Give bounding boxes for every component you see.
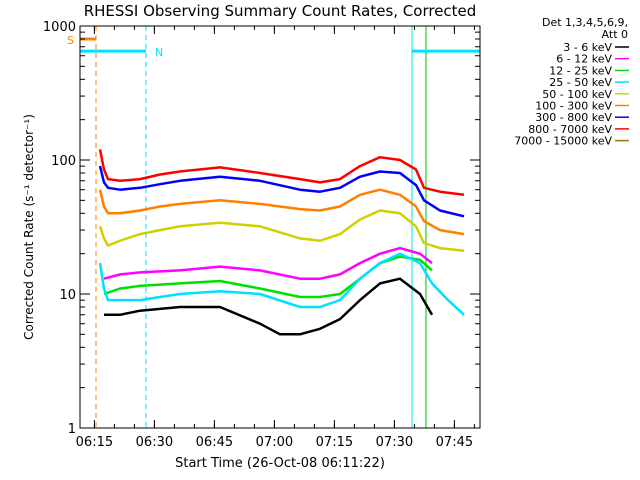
legend-entry-label: 300 - 800 keV: [535, 111, 612, 124]
legend-entry-label: 100 - 300 keV: [535, 100, 612, 113]
y-tick-label: 100: [51, 154, 76, 169]
legend-entry-label: 25 - 50 keV: [549, 76, 612, 89]
series-line: [98, 188, 465, 236]
legend-entry-label: 7000 - 15000 keV: [514, 135, 612, 148]
legend-entry-label: 3 - 6 keV: [563, 41, 612, 54]
plot-area: SN: [67, 26, 481, 428]
legend-entry-label: 12 - 25 keV: [549, 64, 612, 77]
y-tick-label: 1000: [43, 20, 76, 35]
legend-entry-label: 800 - 7000 keV: [528, 123, 612, 136]
series-line: [103, 246, 433, 280]
x-tick-label: 07:45: [436, 435, 473, 450]
x-tick-label: 06:45: [196, 435, 233, 450]
x-tick-label: 07:00: [256, 435, 293, 450]
series-line: [98, 209, 465, 253]
series-line: [103, 255, 433, 299]
series-line: [98, 252, 465, 316]
marker-label: S: [67, 34, 74, 47]
x-tick-label: 06:30: [136, 435, 173, 450]
legend-header-line-1: Det 1,3,4,5,6,9,: [542, 16, 628, 29]
marker-label: N: [155, 46, 163, 59]
legend-entry-label: 6 - 12 keV: [556, 53, 612, 66]
series-line: [98, 165, 465, 218]
chart-title: RHESSI Observing Summary Count Rates, Co…: [84, 2, 477, 20]
x-tick-label: 06:15: [76, 435, 113, 450]
x-tick-label: 07:15: [316, 435, 353, 450]
series-line: [104, 277, 434, 336]
plot-frame: [79, 25, 481, 429]
legend-header-line-2: Att 0: [602, 28, 628, 41]
x-axis-label: Start Time (26-Oct-08 06:11:22): [175, 456, 385, 471]
series-line: [98, 149, 465, 197]
legend-entry-label: 50 - 100 keV: [542, 88, 612, 101]
y-axis-label: Corrected Count Rate (s⁻¹ detector⁻¹): [22, 114, 36, 340]
y-tick-label: 1: [68, 422, 76, 437]
y-tick-label: 10: [59, 288, 76, 303]
x-tick-label: 07:30: [376, 435, 413, 450]
